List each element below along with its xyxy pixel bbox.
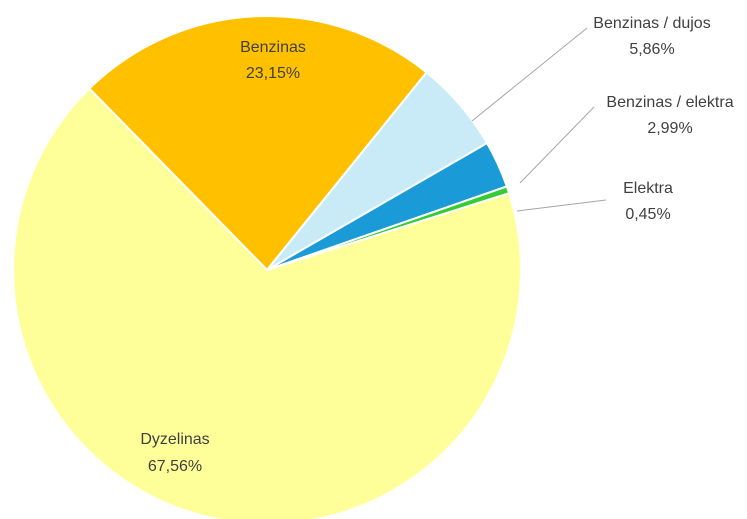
slice-name-label-elektra: Elektra xyxy=(623,180,673,197)
slice-name-label-benzinas-elektra: Benzinas / elektra xyxy=(606,94,733,111)
slice-value-label-dyzelinas: 67,56% xyxy=(148,458,202,475)
slice-value-label-elektra: 0,45% xyxy=(625,206,670,223)
pie-slice-benzinas xyxy=(87,15,429,272)
slice-value-label-benzinas-elektra: 2,99% xyxy=(647,120,692,137)
leader-line-benzinas-dujos xyxy=(471,27,588,122)
slice-name-label-benzinas-dujos: Benzinas / dujos xyxy=(593,15,710,32)
slice-name-label-dyzelinas: Dyzelinas xyxy=(140,431,209,448)
leader-line-benzinas-elektra xyxy=(519,106,595,184)
slice-name-label-benzinas: Benzinas xyxy=(240,39,306,56)
slice-value-label-benzinas: 23,15% xyxy=(246,65,300,82)
pie-slice-dyzelinas xyxy=(12,87,522,519)
leader-line-elektra xyxy=(516,199,607,212)
slice-value-label-benzinas-dujos: 5,86% xyxy=(629,41,674,58)
